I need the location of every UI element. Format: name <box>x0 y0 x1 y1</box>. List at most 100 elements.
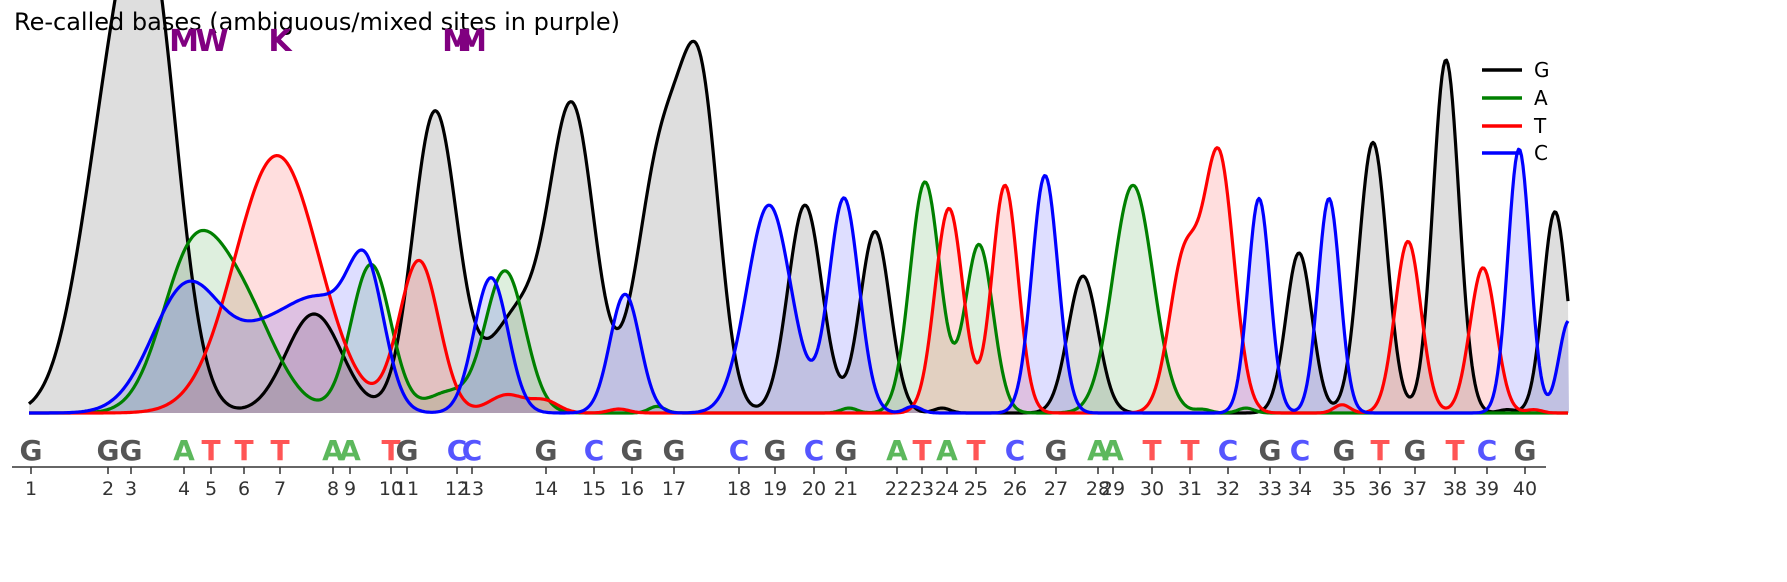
trace-line-t <box>28 146 1569 415</box>
base-call-35: G <box>1333 434 1356 467</box>
x-tick-label-25: 25 <box>964 478 988 500</box>
trace-fills <box>29 0 1569 414</box>
base-call-6: T <box>234 434 253 467</box>
x-tick-label-11: 11 <box>395 478 419 500</box>
base-call-11: G <box>396 434 419 467</box>
base-call-2: G <box>97 434 120 467</box>
base-call-21: G <box>835 434 858 467</box>
ambiguous-code-4: M <box>169 24 199 59</box>
x-tick-label-9: 9 <box>344 478 356 500</box>
base-call-27: G <box>1045 434 1068 467</box>
legend-item-g: G <box>1482 58 1550 82</box>
ambiguous-site-labels: MW K MM <box>169 24 487 59</box>
base-call-23: T <box>912 434 931 467</box>
x-tick-label-16: 16 <box>620 478 644 500</box>
x-tick-label-40: 40 <box>1513 478 1537 500</box>
base-call-36: T <box>1370 434 1389 467</box>
base-call-26: C <box>1005 434 1026 467</box>
x-tick-label-7: 7 <box>274 478 286 500</box>
x-tick-label-10: 10 <box>379 478 403 500</box>
ambiguous-code-13: M <box>457 24 487 59</box>
base-call-31: T <box>1180 434 1199 467</box>
ambiguous-code-12: M <box>442 24 472 59</box>
x-tick-label-3: 3 <box>125 478 137 500</box>
base-call-19: G <box>764 434 787 467</box>
legend-label-t: T <box>1533 114 1547 138</box>
x-tick-label-31: 31 <box>1178 478 1202 500</box>
base-call-24: A <box>936 434 958 467</box>
legend: G A T C <box>1482 58 1550 165</box>
legend-item-t: T <box>1482 114 1547 138</box>
trace-fill-g <box>29 0 1569 413</box>
x-tick-label-36: 36 <box>1368 478 1392 500</box>
ambiguous-code-5: W <box>195 24 228 59</box>
base-call-1: G <box>20 434 43 467</box>
x-tick-label-38: 38 <box>1443 478 1467 500</box>
base-call-38: T <box>1445 434 1464 467</box>
x-tick-label-21: 21 <box>834 478 858 500</box>
base-call-5: T <box>201 434 220 467</box>
base-call-37: G <box>1404 434 1427 467</box>
ambiguous-code-7: K <box>268 24 293 59</box>
x-tick-label-8: 8 <box>327 478 339 500</box>
base-call-labels: G G G A T T T AA TG CC G C G G C G C G A T A T C G AA T T C G C G T G T C G <box>20 434 1537 467</box>
x-tick-label-30: 30 <box>1140 478 1164 500</box>
x-tick-label-37: 37 <box>1403 478 1427 500</box>
x-tick-label-34: 34 <box>1288 478 1312 500</box>
base-call-20: C <box>804 434 825 467</box>
x-tick-label-15: 15 <box>582 478 606 500</box>
x-tick-label-6: 6 <box>238 478 250 500</box>
base-call-9: A <box>339 434 361 467</box>
x-tick-label-20: 20 <box>802 478 826 500</box>
trace-line-g <box>27 0 1570 415</box>
base-call-16: G <box>621 434 644 467</box>
x-tick-label-27: 27 <box>1044 478 1068 500</box>
x-tick-label-18: 18 <box>727 478 751 500</box>
chart-title: Re-called bases (ambiguous/mixed sites i… <box>14 8 620 36</box>
x-tick-label-19: 19 <box>763 478 787 500</box>
base-call-22: A <box>886 434 908 467</box>
base-call-32: C <box>1218 434 1239 467</box>
base-call-8: A <box>322 434 344 467</box>
trace-lines <box>27 0 1570 415</box>
base-call-3: G <box>120 434 143 467</box>
x-tick-label-29: 29 <box>1101 478 1125 500</box>
x-tick-label-33: 33 <box>1258 478 1282 500</box>
base-call-12: C <box>447 434 468 467</box>
x-tick-label-13: 13 <box>460 478 484 500</box>
legend-label-g: G <box>1534 58 1550 82</box>
legend-item-a: A <box>1482 86 1548 110</box>
x-tick-label-39: 39 <box>1475 478 1499 500</box>
base-call-28: A <box>1087 434 1109 467</box>
x-tick-label-4: 4 <box>178 478 190 500</box>
base-call-39: C <box>1477 434 1498 467</box>
x-tick-label-5: 5 <box>205 478 217 500</box>
x-tick-label-14: 14 <box>534 478 558 500</box>
trace-fill-t <box>29 147 1569 413</box>
base-call-34: C <box>1290 434 1311 467</box>
x-tick-label-12: 12 <box>445 478 469 500</box>
base-call-7: T <box>270 434 289 467</box>
x-tick-label-24: 24 <box>935 478 959 500</box>
x-tick-label-35: 35 <box>1332 478 1356 500</box>
x-tick-label-22: 22 <box>885 478 909 500</box>
base-call-33: G <box>1259 434 1282 467</box>
base-call-18: C <box>729 434 750 467</box>
x-tick-label-1: 1 <box>25 478 37 500</box>
x-tick-label-28: 28 <box>1086 478 1110 500</box>
base-call-40: G <box>1514 434 1537 467</box>
legend-item-c: C <box>1482 141 1548 165</box>
x-tick-label-2: 2 <box>102 478 114 500</box>
base-call-13: C <box>462 434 483 467</box>
base-call-29: A <box>1102 434 1124 467</box>
base-call-30: T <box>1142 434 1161 467</box>
trace-fill-c <box>29 149 1569 414</box>
x-tick-label-17: 17 <box>662 478 686 500</box>
trace-line-c <box>28 147 1570 415</box>
base-call-17: G <box>663 434 686 467</box>
x-tick-label-32: 32 <box>1216 478 1240 500</box>
legend-label-c: C <box>1534 141 1548 165</box>
base-call-10: T <box>381 434 400 467</box>
